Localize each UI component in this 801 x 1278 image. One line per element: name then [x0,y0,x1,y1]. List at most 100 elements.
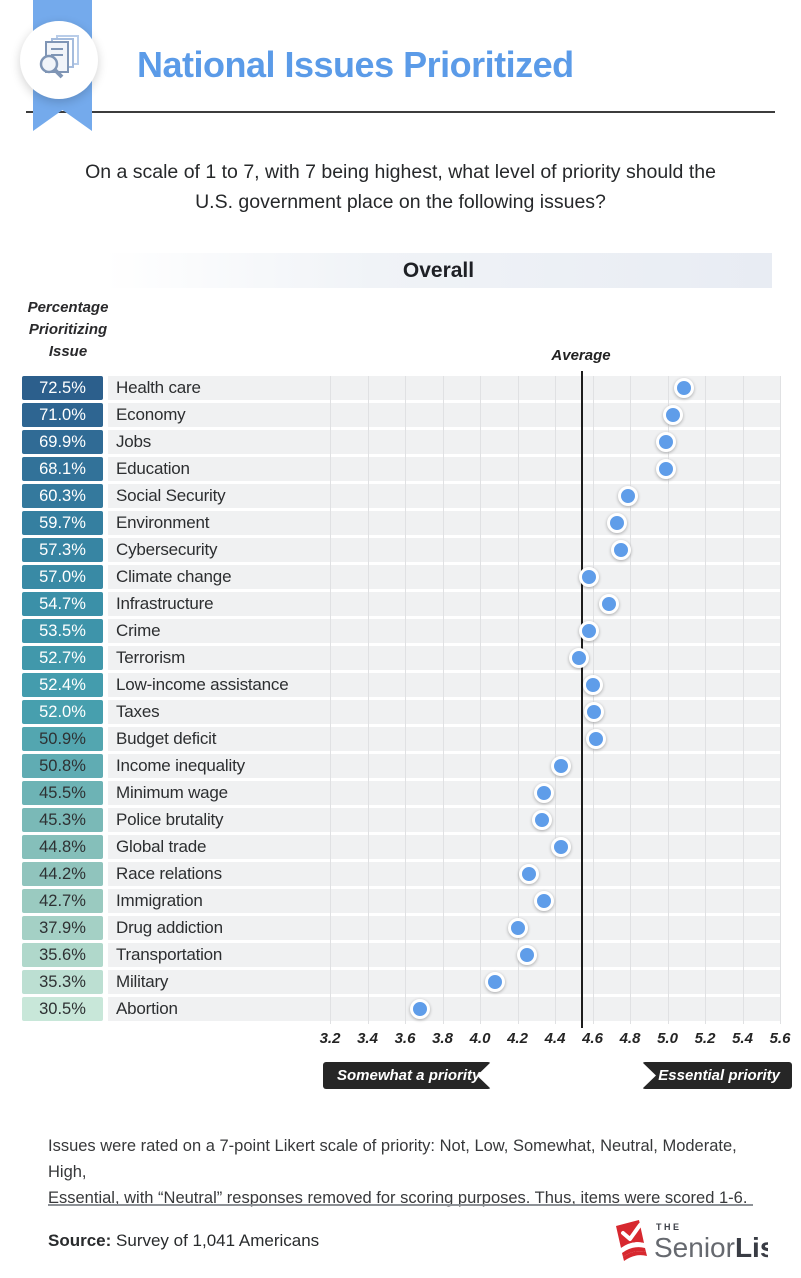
data-dot [410,999,430,1019]
row-strip: Infrastructure [108,592,780,616]
percentage-badge-column: 72.5% 71.0% 69.9% 68.1% 60.3% 59.7% 57.3% 57.0%… [22,376,103,1024]
data-dot [569,648,590,668]
tag-somewhat-priority-label: Somewhat a priority [337,1067,481,1084]
row-strip: Race relations [108,862,780,886]
pct-badge: 37.9% [22,916,103,940]
tag-essential-priority-label: Essential priority [658,1067,780,1084]
gridline [330,376,331,1024]
data-dot [518,864,539,884]
pct-badge: 45.5% [22,781,103,805]
issue-label: Jobs [116,432,152,451]
data-dot [485,972,505,992]
page-title: National Issues Prioritized [137,44,574,85]
issue-label: Transportation [116,945,223,964]
row-strip: Immigration [108,889,780,913]
seniorlist-book-icon [616,1220,647,1261]
gridline [667,376,669,1024]
pct-badge: 52.4% [22,673,103,697]
issue-label: Police brutality [116,810,224,829]
issue-label: Economy [116,405,186,424]
pct-badge: 68.1% [22,457,103,481]
data-dot [533,891,554,911]
tag-somewhat-priority: Somewhat a priority [323,1062,491,1089]
footnote-line1: Issues were rated on a 7-point Likert sc… [48,1137,737,1181]
data-dot [599,594,620,614]
pct-badge: 59.7% [22,511,103,535]
issue-label: Social Security [116,486,226,505]
row-strip: Minimum wage [108,781,780,805]
data-dot [582,675,603,695]
x-tick: 4.8 [619,1030,641,1047]
seniorlist-logo: THE SeniorList [606,1216,785,1266]
average-line [581,371,584,1028]
pct-badge: 60.3% [22,484,103,508]
issue-label: Education [116,459,190,478]
logo-list: List [735,1232,768,1263]
issue-label: Global trade [116,837,207,856]
gridline [480,376,481,1024]
x-tick: 3.8 [432,1030,453,1047]
tag-essential-priority: Essential priority [642,1062,792,1089]
x-tick: 5.0 [657,1030,678,1047]
pct-badge: 69.9% [22,430,103,454]
source-label: Source: [48,1231,112,1250]
average-label: Average [551,347,611,364]
data-dot [618,486,639,506]
x-tick: 3.4 [357,1030,378,1047]
pct-badge: 42.7% [22,889,103,913]
pct-badge: 44.2% [22,862,103,886]
data-dot [531,810,552,830]
gridline [592,376,594,1024]
x-tick: 5.6 [769,1030,791,1047]
row-strip: Abortion [108,997,780,1021]
row-strip: Education [108,457,780,481]
row-strip: Drug addiction [108,916,780,940]
row-strip: Jobs [108,430,780,454]
pct-badge: 57.0% [22,565,103,589]
issue-label: Crime [116,621,161,640]
svg-text:SeniorList: SeniorList [654,1232,768,1263]
row-strip: Transportation [108,943,780,967]
footer-divider [48,1204,753,1206]
pct-badge: 71.0% [22,403,103,427]
data-dot [655,432,676,452]
x-tick: 5.2 [694,1030,716,1047]
pct-badge: 35.6% [22,943,103,967]
percentage-column-header: Percentage Prioritizing Issue [27,299,109,360]
data-dot [606,513,627,533]
logo-senior: Senior [654,1232,735,1263]
issue-label: Cybersecurity [116,540,218,559]
row-strip: Cybersecurity [108,538,780,562]
data-dot [550,837,571,857]
pct-badge: 44.8% [22,835,103,859]
data-dot [586,729,607,749]
data-dot [655,459,676,479]
issue-label: Minimum wage [116,783,228,802]
row-strip: Low-income assistance [108,673,780,697]
issue-label: Low-income assistance [116,675,289,694]
data-dot [578,567,599,587]
x-tick: 4.4 [544,1030,566,1047]
issue-label: Abortion [116,999,178,1018]
pct-badge: 53.5% [22,619,103,643]
row-strip: Global trade [108,835,780,859]
gridline [742,376,744,1024]
issue-label: Infrastructure [116,594,214,613]
gridline [705,376,706,1024]
issue-label: Health care [116,378,201,397]
row-strip: Climate change [108,565,780,589]
issue-label: Income inequality [116,756,245,775]
issue-label: Climate change [116,567,232,586]
document-magnifier-icon [32,31,86,90]
footnote: Issues were rated on a 7-point Likert sc… [48,1133,768,1211]
pct-badge: 52.7% [22,646,103,670]
row-strip: Taxes [108,700,780,724]
issue-label: Environment [116,513,210,532]
chart-panel: Health care Economy Jobs Education Social Se… [108,371,790,1047]
data-dot [578,621,599,641]
data-dot [533,783,554,803]
data-dot [610,540,631,560]
footnote-line2: Essential, with “Neutral” responses remo… [48,1189,748,1207]
issue-label: Taxes [116,702,160,721]
